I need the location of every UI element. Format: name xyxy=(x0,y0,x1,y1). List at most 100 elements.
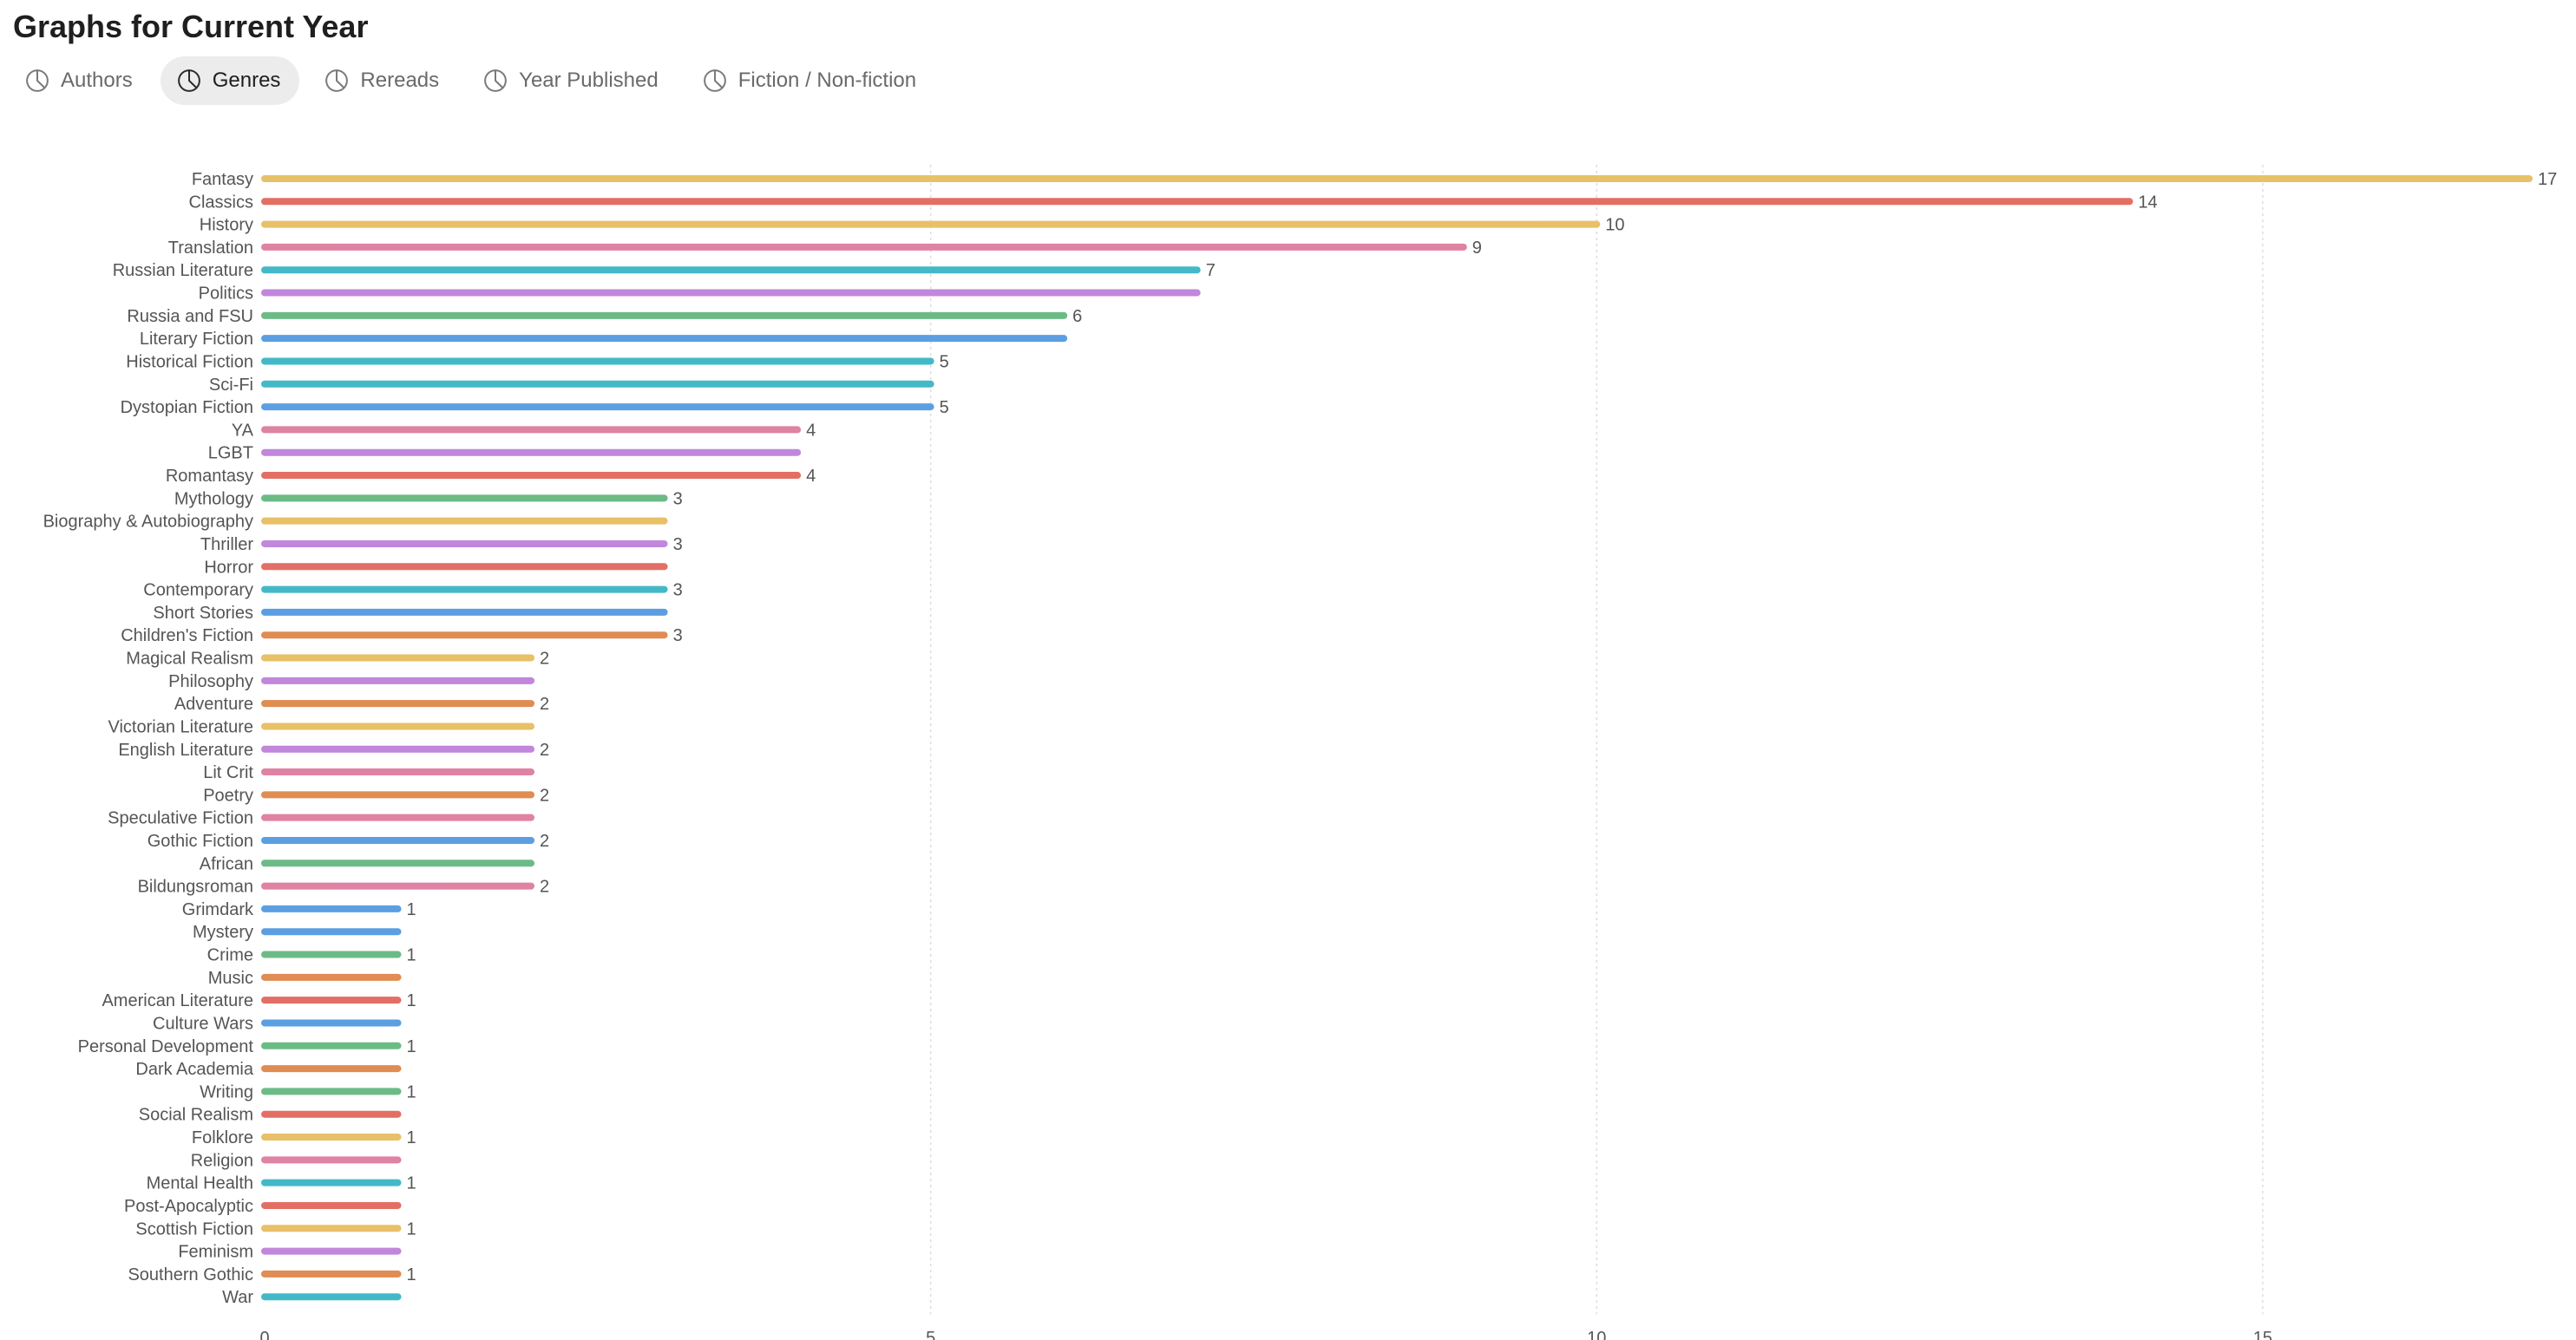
category-label: Scottish Fiction xyxy=(135,1219,253,1239)
category-label: Folklore xyxy=(192,1128,253,1147)
category-label: Romantasy xyxy=(166,467,253,486)
category-label: Bildungsroman xyxy=(138,878,253,897)
category-label: Dystopian Fiction xyxy=(121,398,253,417)
category-label: Literary Fiction xyxy=(140,330,253,349)
category-label: Victorian Literature xyxy=(108,717,254,736)
bar-value-label: 6 xyxy=(1072,307,1082,326)
bar-value-label: 5 xyxy=(940,398,949,417)
category-label: Contemporary xyxy=(143,581,253,600)
category-label: Speculative Fiction xyxy=(108,809,253,828)
category-label: Historical Fiction xyxy=(126,352,253,371)
x-tick-label: 0 xyxy=(259,1329,269,1340)
bar-value-label: 1 xyxy=(407,1082,416,1101)
bar-value-label: 2 xyxy=(540,650,549,669)
bar-value-label: 4 xyxy=(806,467,816,486)
category-label: Adventure xyxy=(174,695,253,714)
bar-value-label: 2 xyxy=(540,741,549,760)
tab-year-published[interactable]: Year Published xyxy=(467,56,678,105)
category-label: History xyxy=(200,216,253,235)
x-tick-label: 15 xyxy=(2253,1329,2272,1340)
category-label: Fantasy xyxy=(192,170,253,189)
category-label: Mystery xyxy=(193,923,253,942)
x-tick-label: 10 xyxy=(1587,1329,1606,1340)
bar-value-label: 10 xyxy=(1605,216,1624,235)
tab-genres[interactable]: Genres xyxy=(160,56,300,105)
category-label: Magical Realism xyxy=(126,650,253,669)
category-label: Gothic Fiction xyxy=(147,832,253,851)
genres-bar-chart: Fantasy 17 Classics 14 History 10 Translation 9… xyxy=(0,113,2576,1340)
x-tick-label: 5 xyxy=(926,1329,935,1340)
pie-chart-icon xyxy=(482,68,508,94)
pie-chart-icon xyxy=(702,68,728,94)
category-label: Religion xyxy=(191,1151,253,1170)
bar-value-label: 2 xyxy=(540,695,549,714)
category-label: Post-Apocalyptic xyxy=(124,1197,253,1216)
bar-value-label: 1 xyxy=(407,1265,416,1284)
category-label: English Literature xyxy=(118,741,253,760)
category-label: Southern Gothic xyxy=(128,1265,253,1284)
category-label: LGBT xyxy=(208,444,253,463)
bar-value-label: 1 xyxy=(407,900,416,919)
bar-value-label: 1 xyxy=(407,946,416,965)
tab-label: Fiction / Non-fiction xyxy=(737,69,917,92)
category-label: Philosophy xyxy=(168,672,253,691)
tab-fiction-non-fiction[interactable]: Fiction / Non-fiction xyxy=(686,56,935,105)
category-label: American Literature xyxy=(102,991,253,1010)
category-label: Writing xyxy=(200,1082,253,1101)
bar-value-label: 1 xyxy=(407,1174,416,1193)
bar-value-label: 17 xyxy=(2538,170,2557,189)
bar-value-label: 2 xyxy=(540,878,549,897)
tab-rereads[interactable]: Rereads xyxy=(308,56,458,105)
tab-label: Year Published xyxy=(519,69,659,92)
category-label: Politics xyxy=(199,284,253,304)
category-label: Thriller xyxy=(200,535,253,554)
category-label: Culture Wars xyxy=(153,1014,253,1033)
bar-value-label: 1 xyxy=(407,1037,416,1056)
category-label: Poetry xyxy=(203,786,253,805)
category-label: Lit Crit xyxy=(203,763,253,782)
category-label: Music xyxy=(208,969,253,988)
category-label: Personal Development xyxy=(78,1037,254,1056)
category-label: Biography & Autobiography xyxy=(43,513,253,532)
category-label: Classics xyxy=(189,193,253,212)
category-label: Crime xyxy=(207,946,253,965)
page-title: Graphs for Current Year xyxy=(13,9,369,44)
bar-value-label: 5 xyxy=(940,352,949,371)
category-label: Sci-Fi xyxy=(209,376,253,395)
bar-value-label: 1 xyxy=(407,991,416,1010)
bar-value-label: 14 xyxy=(2138,193,2157,212)
bar-value-label: 7 xyxy=(1206,261,1216,280)
bar-value-label: 4 xyxy=(806,421,816,440)
tab-authors[interactable]: Authors xyxy=(9,56,152,105)
category-label: Russia and FSU xyxy=(127,307,253,326)
category-label: Translation xyxy=(168,239,253,258)
category-label: Short Stories xyxy=(153,604,253,623)
category-label: Social Realism xyxy=(139,1106,253,1125)
category-label: YA xyxy=(232,421,254,440)
category-label: War xyxy=(222,1288,253,1307)
pie-chart-icon xyxy=(24,68,50,94)
category-label: Mental Health xyxy=(147,1174,253,1193)
tab-label: Rereads xyxy=(360,69,440,92)
bar-value-label: 3 xyxy=(673,626,683,645)
pie-chart-icon xyxy=(324,68,350,94)
bar-value-label: 9 xyxy=(1472,239,1482,258)
category-label: Grimdark xyxy=(182,900,254,919)
tab-label: Genres xyxy=(212,69,281,92)
pie-chart-icon xyxy=(176,68,202,94)
category-label: Feminism xyxy=(178,1243,253,1262)
category-label: Russian Literature xyxy=(113,261,253,280)
category-label: Children's Fiction xyxy=(121,626,253,645)
bar-value-label: 2 xyxy=(540,786,549,805)
category-label: African xyxy=(200,854,253,873)
bar-value-label: 3 xyxy=(673,535,683,554)
category-label: Horror xyxy=(204,558,253,577)
bar-value-label: 1 xyxy=(407,1219,416,1239)
bar-value-label: 3 xyxy=(673,581,683,600)
tab-label: Authors xyxy=(61,69,133,92)
chart-tabs: Authors Genres Rereads Year Published Fi… xyxy=(9,56,935,106)
bar-value-label: 1 xyxy=(407,1128,416,1147)
bar-value-label: 2 xyxy=(540,832,549,851)
